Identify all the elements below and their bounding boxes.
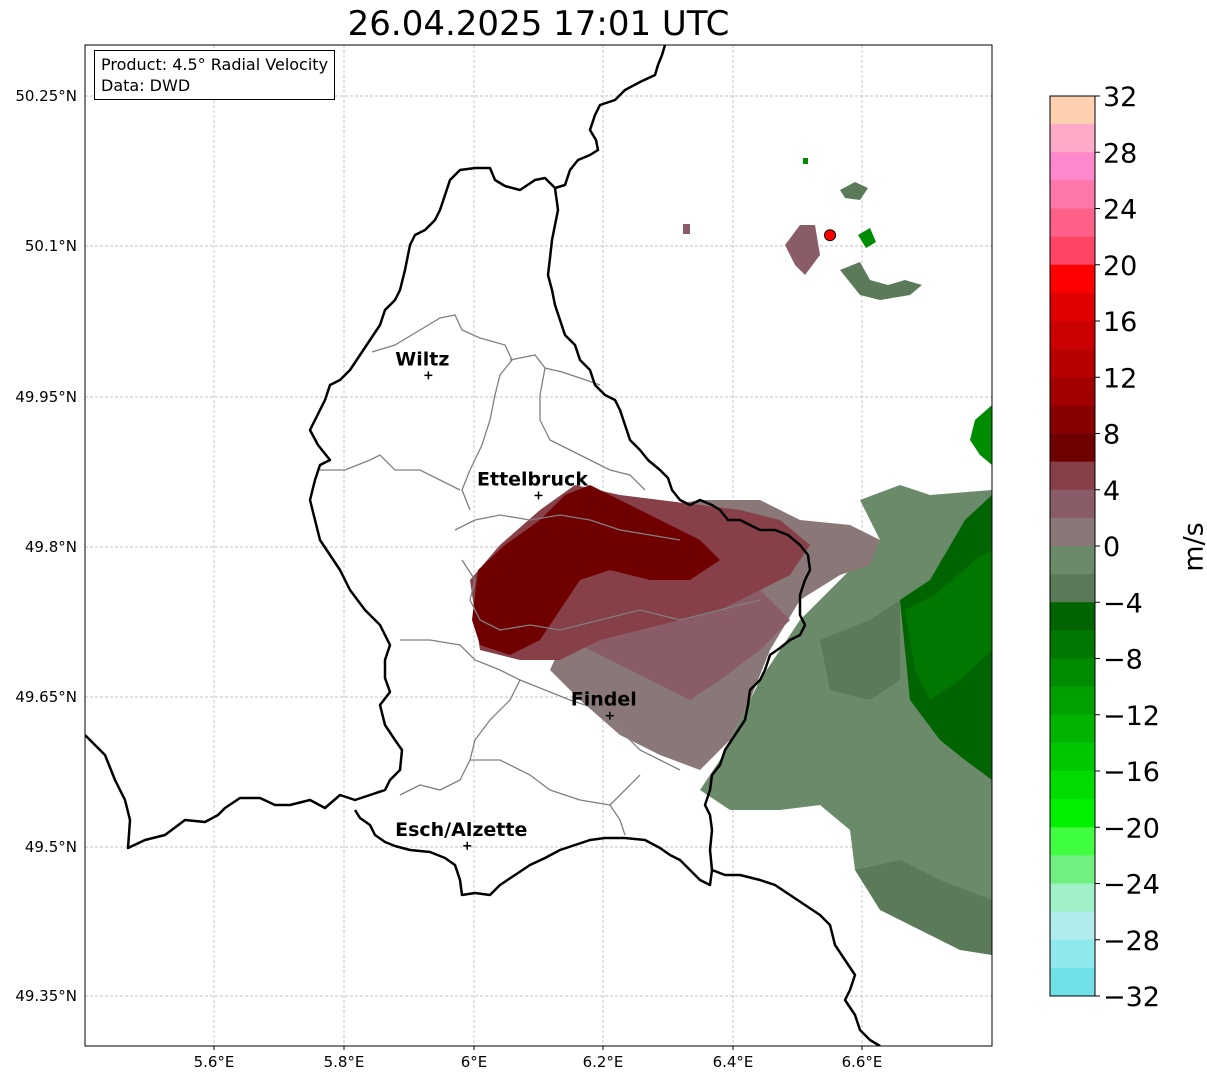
lat-tick-label: 49.35°N bbox=[15, 987, 77, 1005]
colorbar-segment bbox=[1050, 405, 1095, 434]
colorbar-segment bbox=[1050, 686, 1095, 716]
colorbar-segment bbox=[1050, 658, 1095, 688]
colorbar-tick-label: −28 bbox=[1103, 926, 1160, 957]
colorbar-segment bbox=[1050, 349, 1095, 378]
colorbar-tick-label: 8 bbox=[1103, 420, 1120, 451]
colorbar-unit-label: m/s bbox=[1179, 522, 1207, 571]
city-label: Wiltz bbox=[395, 348, 449, 370]
colorbar-segment bbox=[1050, 180, 1095, 209]
lat-tick-label: 50.1°N bbox=[25, 237, 77, 255]
colorbar-segment bbox=[1050, 911, 1095, 941]
colorbar-segment bbox=[1050, 236, 1095, 266]
city-marker: Findel bbox=[571, 689, 637, 720]
colorbar-tick-label: 24 bbox=[1103, 195, 1137, 226]
colorbar-tick-label: 20 bbox=[1103, 251, 1137, 282]
lat-tick-label: 50.25°N bbox=[15, 87, 77, 105]
lat-tick-label: 49.95°N bbox=[15, 388, 77, 406]
colorbar-tick-label: 0 bbox=[1103, 532, 1120, 563]
colorbar-tick-label: 28 bbox=[1103, 138, 1137, 169]
colorbar-segment bbox=[1050, 461, 1095, 491]
map-frame bbox=[84, 44, 993, 1047]
data-source-label: Data: DWD bbox=[101, 76, 191, 95]
colorbar-segment bbox=[1050, 630, 1095, 659]
info-box: Product: 4.5° Radial Velocity Data: DWD bbox=[94, 50, 336, 100]
lon-tick-label: 5.8°E bbox=[324, 1053, 365, 1071]
colorbar-tick-label: 4 bbox=[1103, 476, 1120, 507]
product-label: Product: 4.5° Radial Velocity bbox=[101, 55, 329, 74]
city-marker: Wiltz bbox=[395, 348, 449, 380]
colorbar-segment bbox=[1050, 855, 1095, 884]
city-label: Ettelbruck bbox=[477, 468, 588, 490]
colorbar-tick-label: 16 bbox=[1103, 307, 1137, 338]
lon-tick-label: 6°E bbox=[461, 1053, 488, 1071]
colorbar-segment bbox=[1050, 292, 1095, 322]
city-marker: Ettelbruck bbox=[477, 468, 588, 500]
colorbar-segment bbox=[1050, 152, 1095, 181]
colorbar-segment bbox=[1050, 517, 1095, 547]
colorbar-tick-label: −4 bbox=[1103, 588, 1143, 619]
canton-borders bbox=[320, 314, 761, 836]
latitude-tick-labels: 50.25°N 50.1°N 49.95°N 49.8°N 49.65°N 49… bbox=[15, 87, 77, 1005]
lon-tick-label: 6.4°E bbox=[713, 1053, 754, 1071]
colorbar-segment bbox=[1050, 742, 1095, 772]
colorbar bbox=[1050, 96, 1095, 997]
colorbar-tick-label: 32 bbox=[1103, 82, 1137, 113]
colorbar-tick-label: −12 bbox=[1103, 701, 1160, 732]
lat-tick-label: 49.65°N bbox=[15, 688, 77, 706]
colorbar-segment bbox=[1050, 883, 1095, 913]
lon-tick-label: 6.2°E bbox=[583, 1053, 624, 1071]
city-label: Findel bbox=[571, 689, 637, 711]
national-borders bbox=[85, 45, 881, 1046]
colorbar-tick-label: −20 bbox=[1103, 813, 1160, 844]
colorbar-segment bbox=[1050, 377, 1095, 406]
lat-tick-label: 49.5°N bbox=[25, 838, 77, 856]
colorbar-segment bbox=[1050, 771, 1095, 800]
colorbar-segment bbox=[1050, 827, 1095, 856]
lat-tick-label: 49.8°N bbox=[25, 538, 77, 556]
colorbar-tick-label: −16 bbox=[1103, 757, 1160, 788]
lon-tick-label: 6.6°E bbox=[842, 1053, 883, 1071]
colorbar-tick-label: −32 bbox=[1103, 982, 1160, 1013]
colorbar-segment bbox=[1050, 602, 1095, 631]
colorbar-segment bbox=[1050, 264, 1095, 294]
city-markers: Wiltz Ettelbruck Findel Esch/Alzette bbox=[395, 348, 637, 850]
colorbar-tick-label: 12 bbox=[1103, 363, 1137, 394]
colorbar-segment bbox=[1050, 799, 1095, 828]
colorbar-segment bbox=[1050, 433, 1095, 463]
lon-tick-label: 5.6°E bbox=[194, 1053, 235, 1071]
colorbar-segment bbox=[1050, 124, 1095, 153]
radar-site-marker bbox=[824, 229, 837, 242]
colorbar-tick-labels: 32 28 24 20 16 12 8 4 0 −4 −8 −12 −16 −20 −24 −28 −32 bbox=[1095, 82, 1160, 1013]
colorbar-segment bbox=[1050, 96, 1095, 125]
colorbar-segment bbox=[1050, 208, 1095, 238]
colorbar-segment bbox=[1050, 574, 1095, 603]
city-label: Esch/Alzette bbox=[395, 819, 527, 841]
colorbar-segment bbox=[1050, 489, 1095, 519]
radar-echoes bbox=[470, 158, 992, 955]
colorbar-tick-label: −8 bbox=[1103, 645, 1143, 676]
colorbar-tick-label: −24 bbox=[1103, 870, 1160, 901]
map-title: 26.04.2025 17:01 UTC bbox=[347, 4, 730, 44]
colorbar-segment bbox=[1050, 714, 1095, 744]
colorbar-segment bbox=[1050, 939, 1095, 969]
longitude-tick-labels: 5.6°E 5.8°E 6°E 6.2°E 6.4°E 6.6°E bbox=[194, 1046, 883, 1071]
colorbar-segment bbox=[1050, 546, 1095, 575]
colorbar-segment bbox=[1050, 321, 1095, 350]
colorbar-segment bbox=[1050, 967, 1095, 997]
city-marker: Esch/Alzette bbox=[395, 819, 527, 850]
